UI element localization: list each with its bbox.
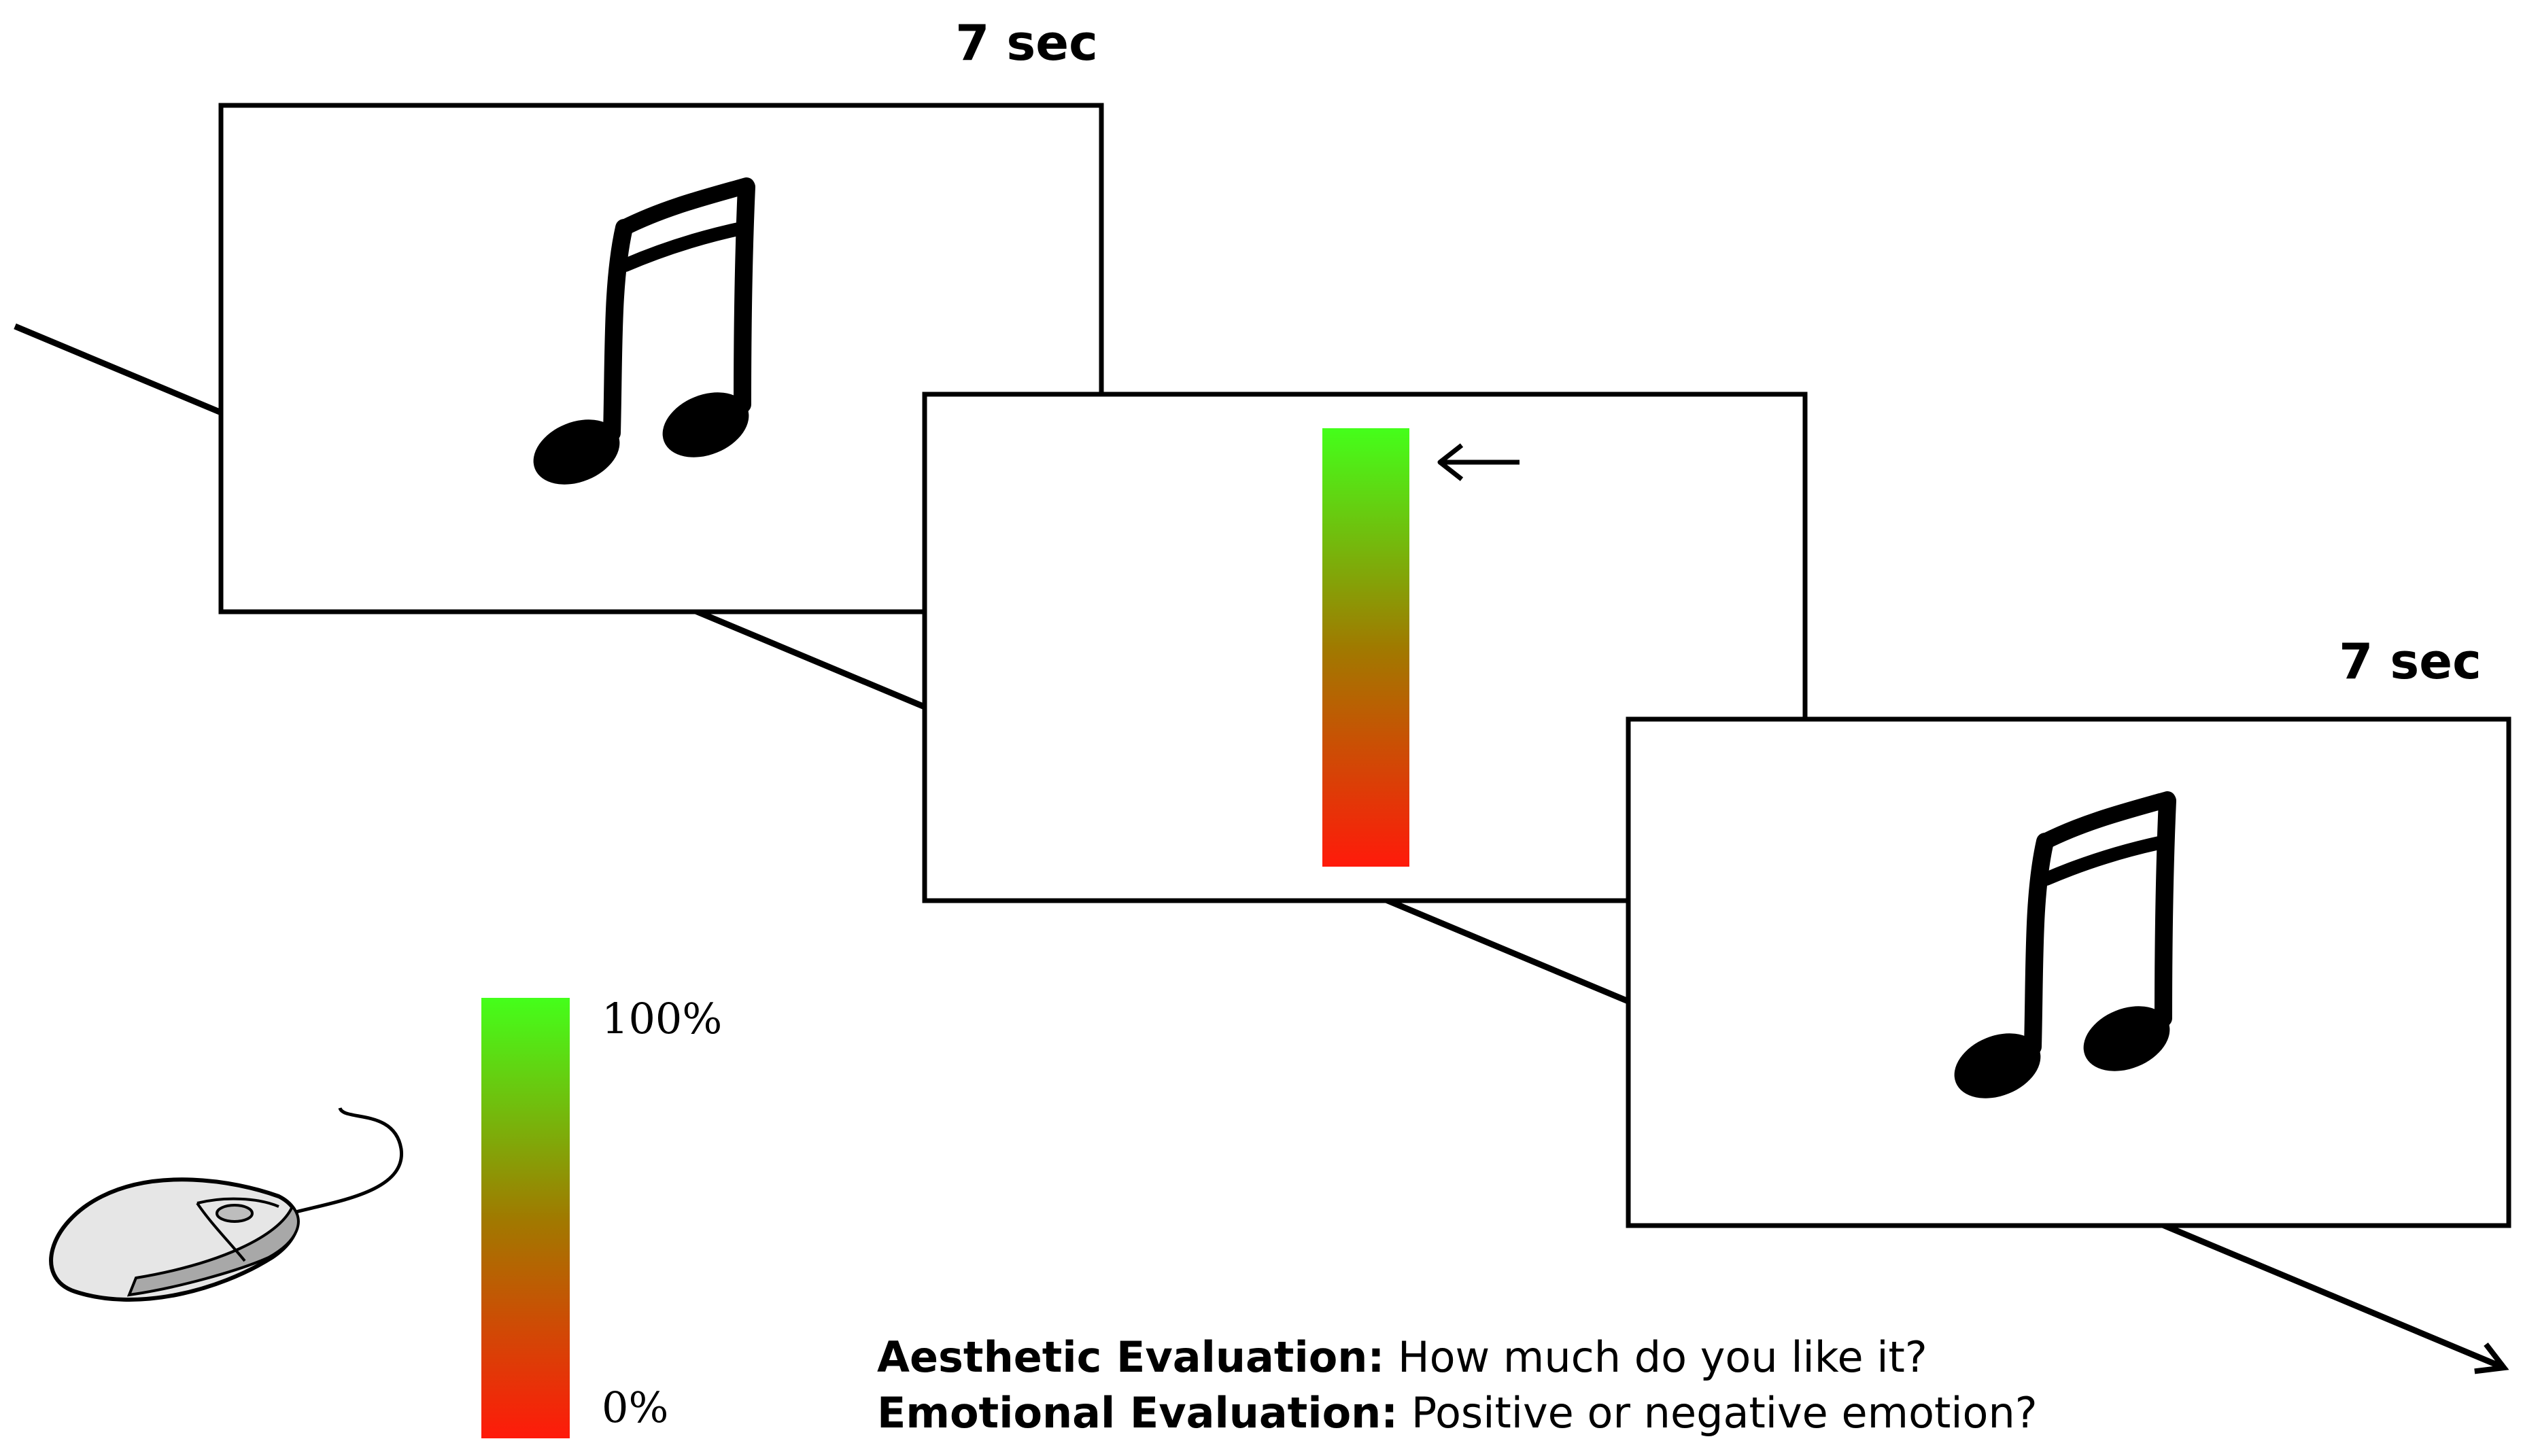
duration-label-2: 7 sec bbox=[2339, 633, 2482, 690]
question-emotional-text: Positive or negative emotion? bbox=[1398, 1388, 2038, 1438]
rating-screen bbox=[922, 392, 1808, 903]
rating-scale-bar bbox=[1322, 428, 1409, 867]
question-emotional-label: Emotional Evaluation: bbox=[877, 1388, 1398, 1438]
rating-scale-legend: 100% 0% bbox=[481, 994, 722, 1438]
scale-min-label: 0% bbox=[602, 1383, 668, 1432]
question-emotional: Emotional Evaluation: Positive or negati… bbox=[877, 1388, 2038, 1438]
duration-label-1: 7 sec bbox=[955, 14, 1098, 71]
stimulus-screen-2 bbox=[1626, 716, 2511, 1228]
left-arrow-icon bbox=[1437, 443, 1520, 481]
scale-max-label: 100% bbox=[602, 994, 722, 1043]
mouse-icon bbox=[49, 1107, 403, 1302]
question-aesthetic: Aesthetic Evaluation: How much do you li… bbox=[877, 1332, 1927, 1382]
question-aesthetic-label: Aesthetic Evaluation: bbox=[877, 1332, 1384, 1382]
question-aesthetic-text: How much do you like it? bbox=[1384, 1332, 1927, 1382]
legend-scale-bar bbox=[481, 998, 570, 1438]
